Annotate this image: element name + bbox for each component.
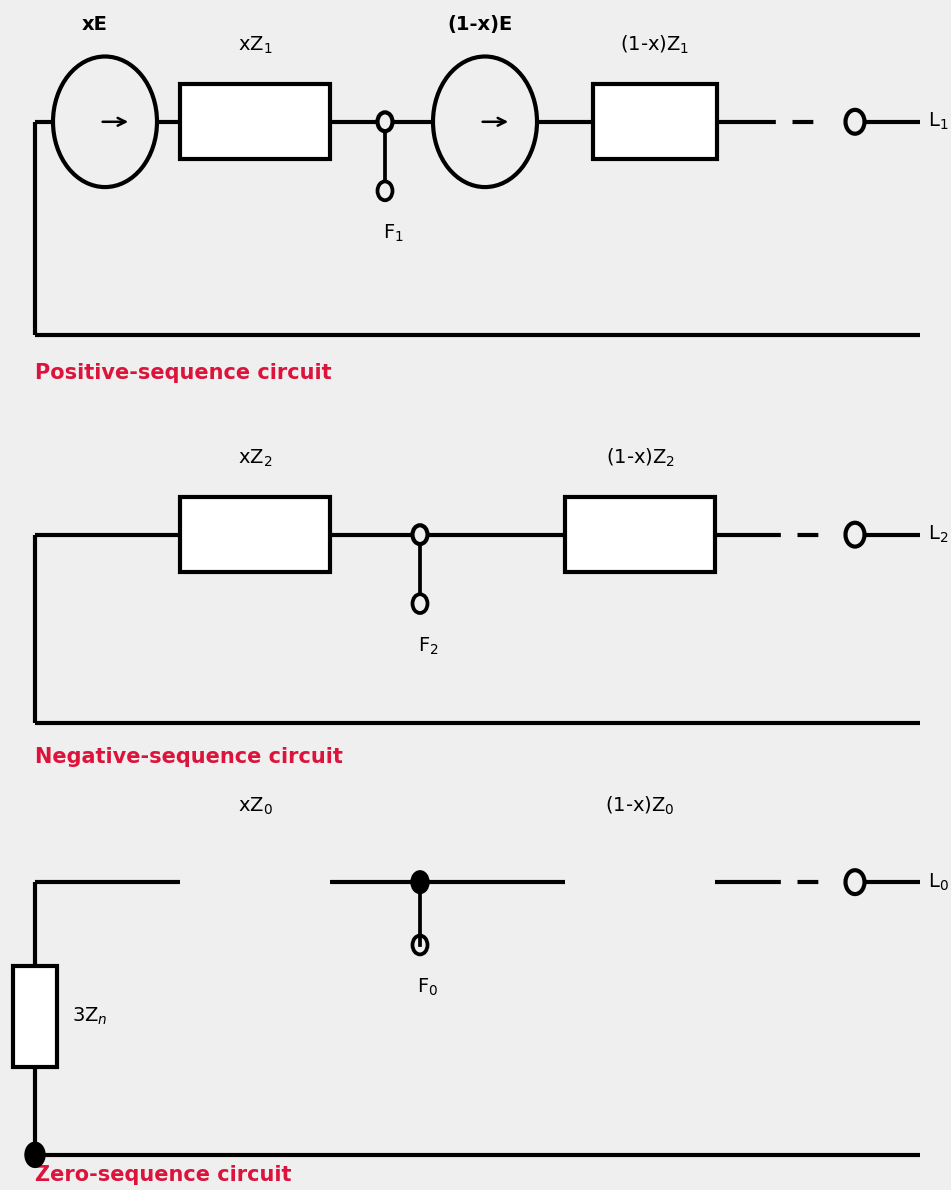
Text: $\mathrm{(1\text{-}x)Z}_{2}$: $\mathrm{(1\text{-}x)Z}_{2}$ — [606, 447, 674, 470]
Text: $\mathrm{(1\text{-}x)Z}_{1}$: $\mathrm{(1\text{-}x)Z}_{1}$ — [620, 35, 689, 56]
Text: $\mathrm{L}_{0}$: $\mathrm{L}_{0}$ — [928, 871, 949, 892]
Text: $\mathrm{L}_{2}$: $\mathrm{L}_{2}$ — [928, 524, 948, 545]
Text: $\mathrm{F}_{0}$: $\mathrm{F}_{0}$ — [417, 977, 438, 998]
Circle shape — [25, 1142, 45, 1167]
Text: xE: xE — [82, 15, 107, 33]
Bar — [593, 84, 717, 159]
Text: Positive-sequence circuit: Positive-sequence circuit — [35, 363, 332, 383]
Bar — [13, 966, 57, 1067]
Text: $\mathrm{3Z}_{n}$: $\mathrm{3Z}_{n}$ — [72, 1006, 107, 1027]
Text: $\mathrm{xZ}_{1}$: $\mathrm{xZ}_{1}$ — [238, 36, 272, 56]
Text: $\mathrm{F}_{1}$: $\mathrm{F}_{1}$ — [382, 223, 403, 244]
Bar — [565, 497, 715, 572]
Text: $\mathrm{xZ}_{0}$: $\mathrm{xZ}_{0}$ — [238, 795, 272, 816]
Text: (1-x)E: (1-x)E — [447, 15, 513, 33]
Text: $\mathrm{F}_{2}$: $\mathrm{F}_{2}$ — [417, 635, 438, 657]
Text: Negative-sequence circuit: Negative-sequence circuit — [35, 746, 343, 766]
Circle shape — [411, 871, 429, 894]
Text: $\mathrm{xZ}_{2}$: $\mathrm{xZ}_{2}$ — [238, 449, 272, 470]
Text: $\mathrm{L}_{1}$: $\mathrm{L}_{1}$ — [928, 111, 948, 132]
Bar — [180, 84, 330, 159]
Text: Zero-sequence circuit: Zero-sequence circuit — [35, 1165, 292, 1185]
Bar — [180, 497, 330, 572]
Text: $\mathrm{(1\text{-}x)Z}_{0}$: $\mathrm{(1\text{-}x)Z}_{0}$ — [605, 795, 675, 816]
